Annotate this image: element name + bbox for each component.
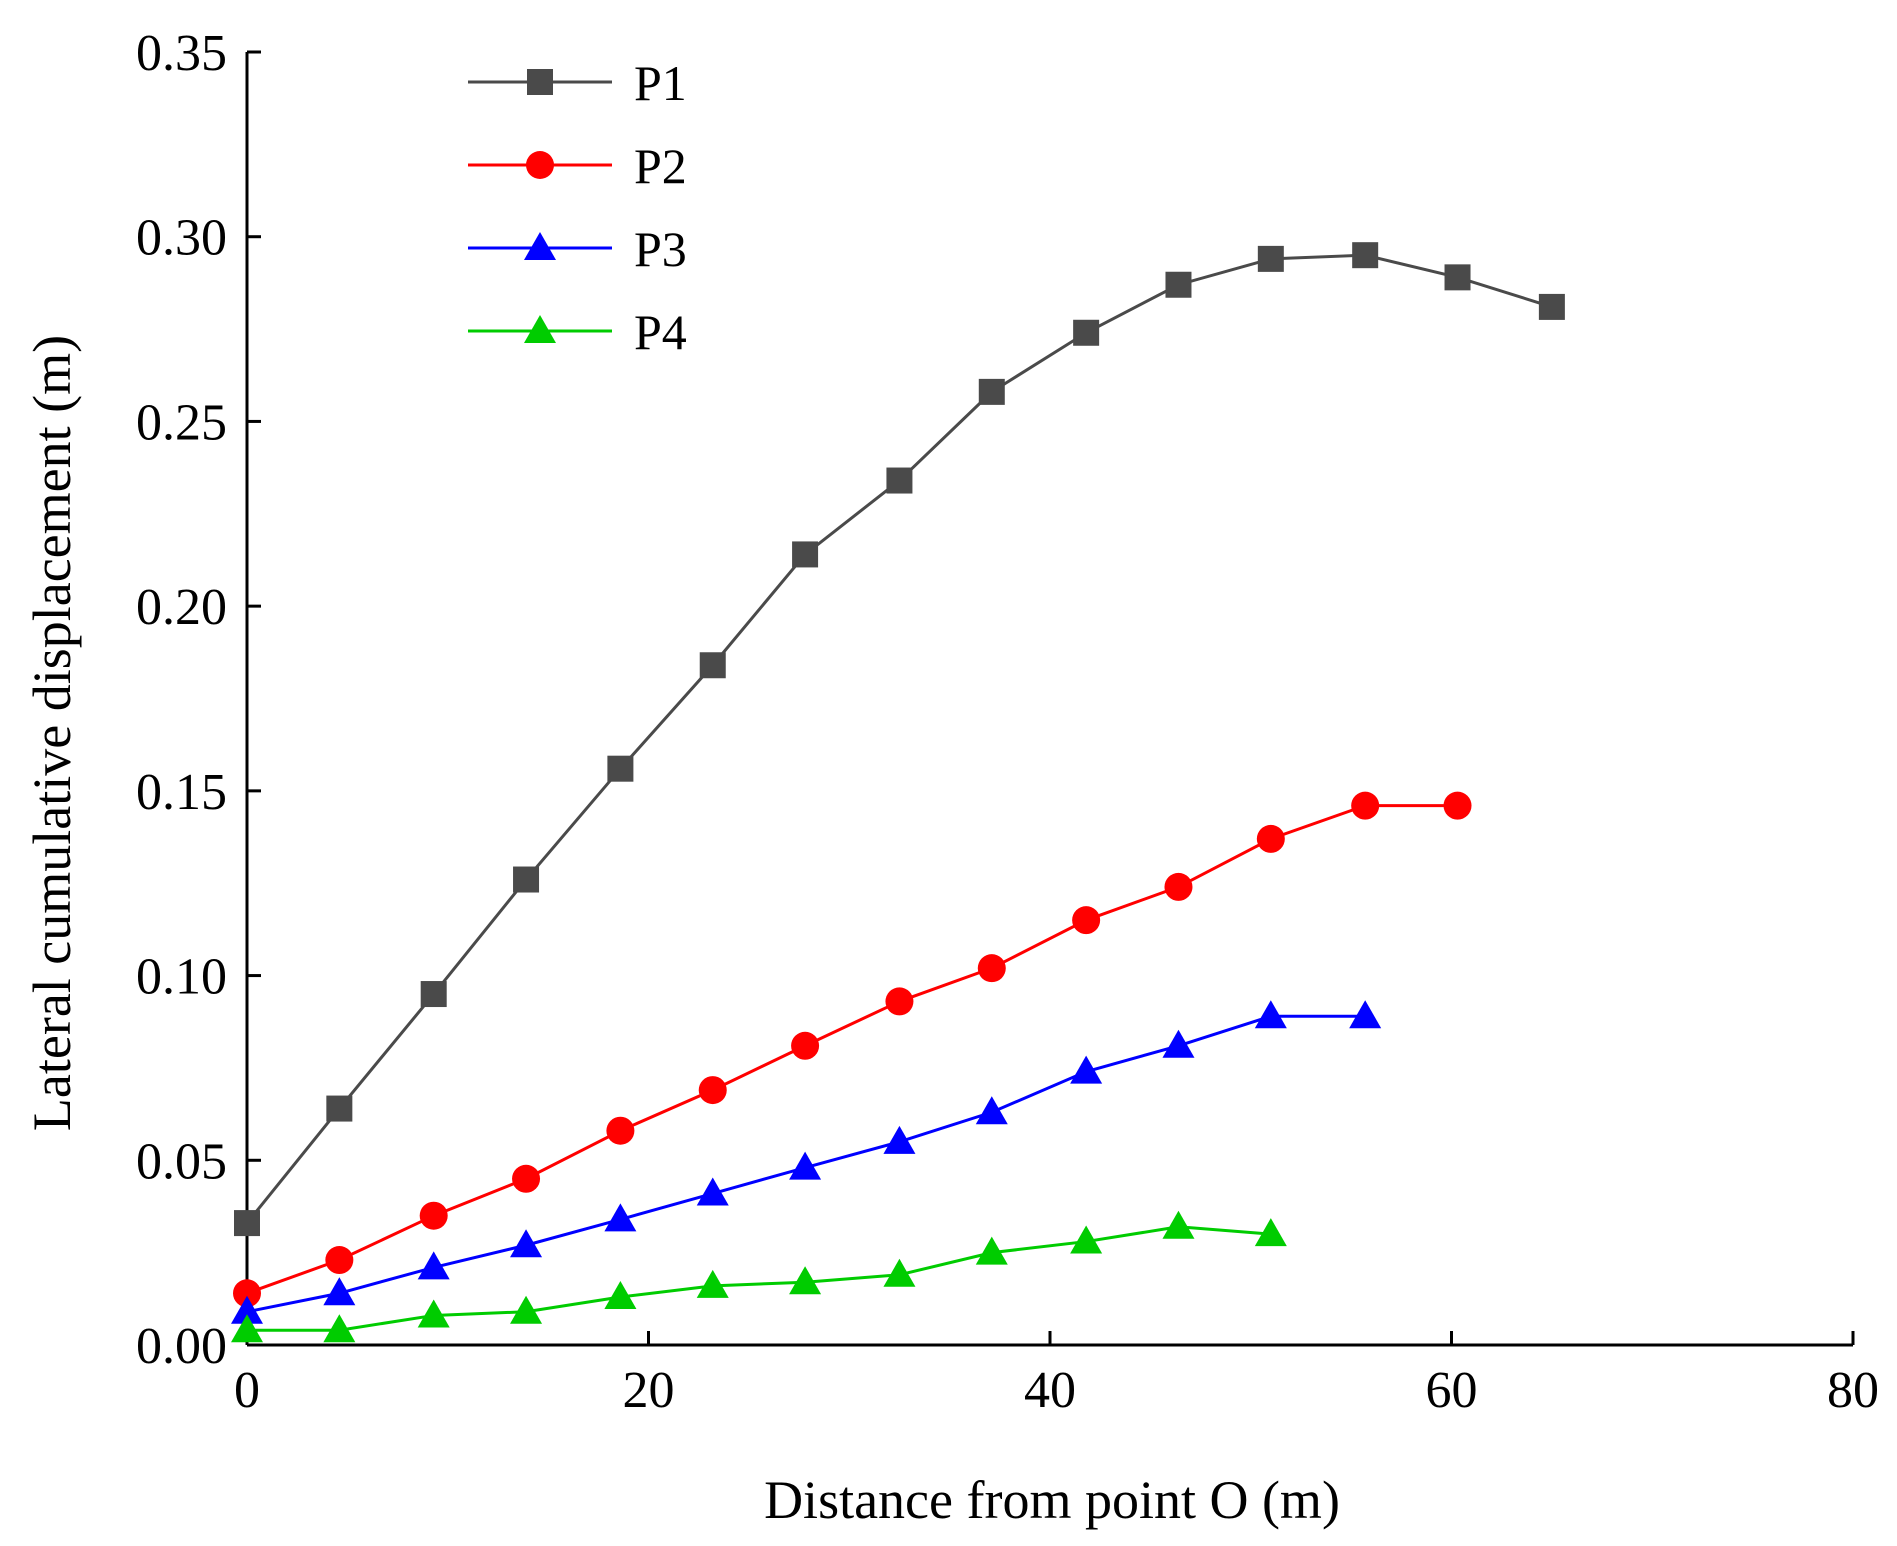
legend-label: P3 [634, 221, 687, 277]
data-point [1164, 872, 1193, 901]
data-point [1443, 791, 1472, 820]
data-point [1538, 293, 1565, 320]
data-point [883, 1258, 916, 1287]
data-point [886, 467, 913, 494]
data-point [606, 1116, 635, 1145]
data-point [417, 1251, 450, 1280]
data-point [977, 954, 1006, 983]
data-point [234, 1210, 260, 1237]
y-tick-label: 0.25 [136, 394, 227, 451]
x-tick-label: 20 [623, 1362, 675, 1419]
x-tick-label: 80 [1827, 1362, 1879, 1419]
data-point [607, 755, 634, 782]
legend-marker [526, 151, 554, 179]
data-point [1349, 1000, 1382, 1029]
legend-entry-p1: P1 [468, 55, 687, 111]
axes: 0.00 0.05 0.10 0.15 0.20 0.25 0.30 0.35 0 20 40 60 8… [136, 25, 1879, 1419]
data-point [789, 1151, 822, 1180]
data-point [419, 1201, 448, 1230]
x-tick-label: 60 [1426, 1362, 1478, 1419]
data-point [512, 1164, 541, 1193]
data-point [604, 1280, 637, 1309]
y-axis-title: Lateral cumulative displacement (m) [22, 335, 82, 1131]
y-tick-label: 0.05 [136, 1133, 227, 1190]
data-point [1352, 242, 1379, 269]
legend-marker [524, 232, 556, 260]
data-point [1256, 824, 1285, 853]
data-point [792, 541, 819, 568]
data-point [1254, 1000, 1287, 1029]
data-point [885, 987, 914, 1016]
data-point [883, 1125, 916, 1154]
data-point [975, 1096, 1008, 1125]
data-point [510, 1229, 543, 1258]
legend: P1 P2 P3 P4 [468, 55, 687, 360]
series-layer [231, 242, 1565, 1343]
data-point [1254, 1218, 1287, 1247]
data-point [1070, 1225, 1103, 1254]
data-point [1070, 1055, 1103, 1084]
data-point [510, 1295, 543, 1324]
x-axis-title: Distance from point O (m) [764, 1470, 1340, 1530]
legend-label: P1 [634, 55, 687, 111]
data-point [1162, 1029, 1195, 1058]
series-p2 [233, 791, 1472, 1308]
legend-label: P2 [634, 138, 687, 194]
series-p4 [231, 1210, 1287, 1343]
data-point [604, 1203, 637, 1232]
y-tick-label: 0.20 [136, 579, 227, 636]
y-tick-label: 0.30 [136, 210, 227, 267]
data-point [325, 1246, 354, 1275]
data-point [1444, 264, 1471, 291]
x-tick-label: 40 [1024, 1362, 1076, 1419]
y-tick-label: 0.10 [136, 949, 227, 1006]
y-tick-label: 0.00 [136, 1318, 227, 1375]
legend-entry-p3: P3 [468, 221, 687, 277]
data-point [417, 1299, 450, 1328]
legend-entry-p2: P2 [468, 138, 687, 194]
data-point [699, 652, 726, 679]
legend-marker [524, 315, 556, 343]
legend-marker [527, 69, 553, 95]
x-tick-label: 0 [234, 1362, 260, 1419]
series-p1 [234, 242, 1565, 1237]
data-point [1162, 1210, 1195, 1239]
legend-entry-p4: P4 [468, 304, 687, 360]
data-point [698, 1076, 727, 1105]
y-tick-label: 0.35 [136, 25, 227, 82]
data-point [323, 1277, 356, 1306]
data-point [1165, 271, 1192, 298]
data-point [1072, 906, 1101, 935]
legend-label: P4 [634, 304, 687, 360]
data-point [231, 1295, 263, 1324]
data-point [791, 1031, 820, 1060]
data-point [420, 981, 447, 1008]
data-point [696, 1177, 729, 1206]
series-line-p1 [245, 253, 1553, 1225]
data-point [326, 1095, 353, 1122]
data-point [231, 1314, 263, 1343]
series-line-p4 [247, 1225, 1271, 1332]
series-p3 [231, 1000, 1382, 1324]
y-tick-label: 0.15 [136, 764, 227, 821]
data-point [323, 1314, 356, 1343]
data-point [513, 866, 540, 893]
data-point [789, 1266, 822, 1295]
data-point [1257, 245, 1284, 272]
data-point [1073, 319, 1100, 346]
series-line-p2 [246, 804, 1458, 1295]
data-point [1351, 791, 1380, 820]
data-point [696, 1269, 729, 1298]
data-point [975, 1236, 1008, 1265]
data-point [233, 1279, 261, 1308]
data-point [978, 378, 1005, 405]
